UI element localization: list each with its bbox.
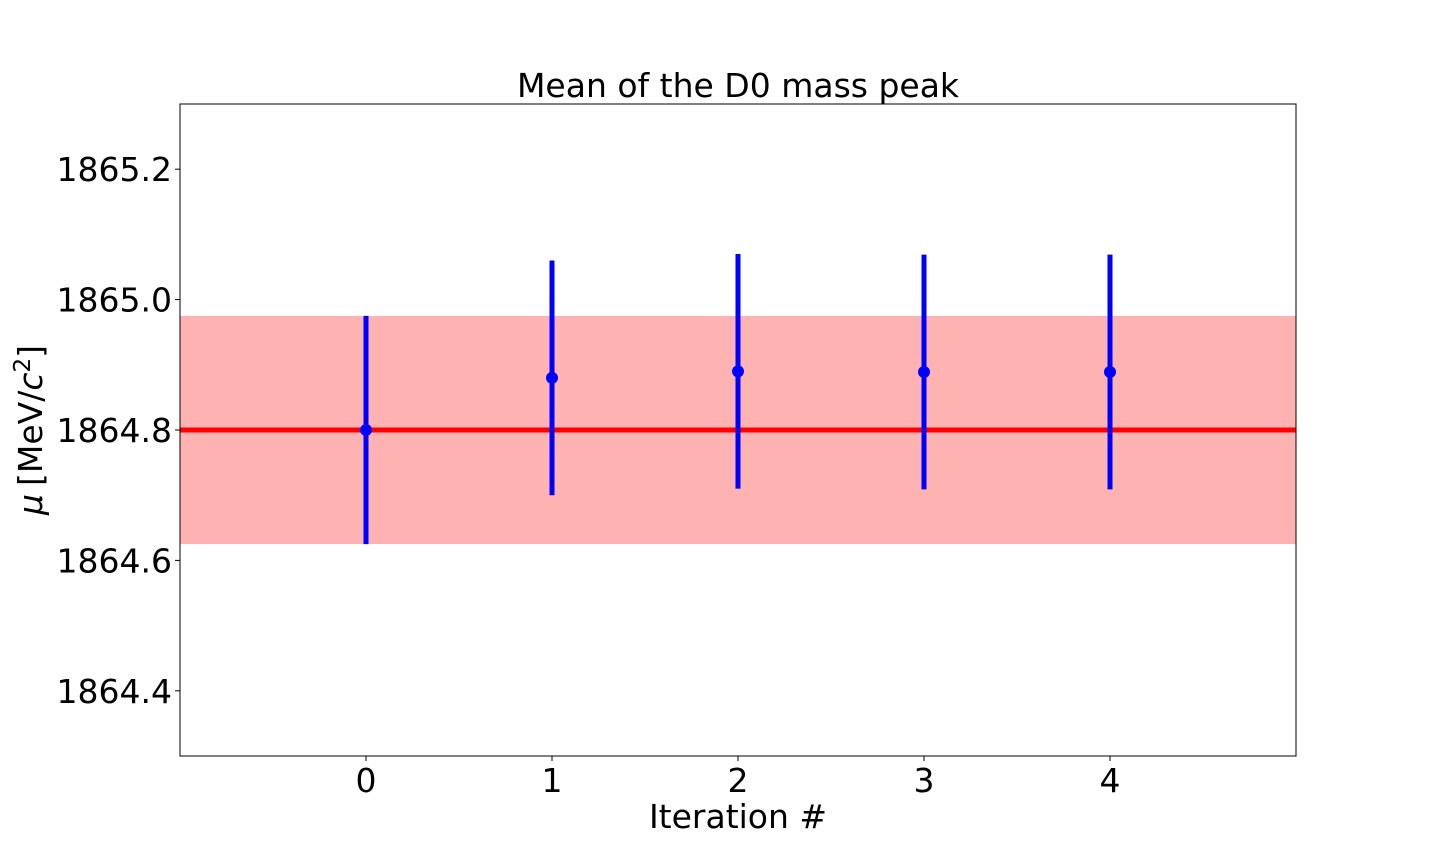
- x-tick-label: 2: [728, 761, 749, 800]
- y-axis-label: μ [MeV/c2]: [10, 345, 50, 516]
- y-tick-label: 1864.4: [57, 672, 172, 711]
- data-point: [546, 371, 558, 384]
- x-tick-label: 3: [914, 761, 935, 800]
- series-layer: [360, 253, 1116, 545]
- y-axis-label-symbol: μ: [11, 494, 50, 516]
- y-axis-label-unit-var: c: [11, 373, 50, 391]
- x-axis-ticks: 0 1 2 3 4: [356, 756, 1121, 800]
- y-axis-label-unit-prefix: [MeV/: [11, 390, 50, 486]
- y-tick-label: 1864.8: [57, 411, 172, 450]
- chart-title: Mean of the D0 mass peak: [517, 66, 960, 105]
- y-tick-label: 1864.6: [57, 541, 172, 580]
- x-tick-label: 0: [356, 761, 377, 800]
- y-axis-label-unit-suffix: ]: [11, 345, 50, 358]
- data-point: [732, 365, 744, 378]
- x-axis-label: Iteration #: [649, 797, 827, 836]
- data-point: [360, 424, 372, 436]
- data-point: [918, 365, 930, 378]
- y-tick-label: 1865.0: [57, 281, 172, 320]
- y-tick-label: 1865.2: [57, 150, 172, 189]
- x-tick-label: 1: [542, 761, 563, 800]
- x-tick-label: 4: [1100, 761, 1121, 800]
- y-axis-label-unit-exp: 2: [10, 358, 36, 373]
- y-axis-ticks: 1864.4 1864.6 1864.8 1865.0 1865.2: [57, 150, 180, 711]
- data-point: [1104, 365, 1116, 378]
